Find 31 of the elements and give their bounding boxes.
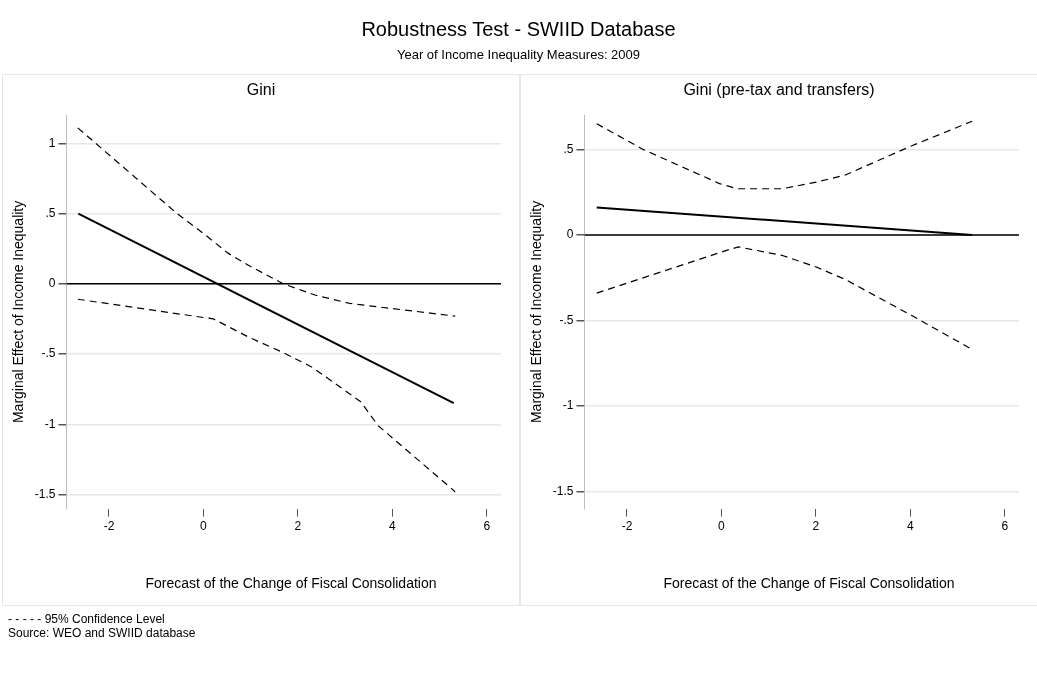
text: Robustness Test - SWIID Database xyxy=(360,18,677,41)
x-tick-label: 0 xyxy=(200,519,208,534)
y-tick-label: 0 xyxy=(566,227,574,242)
x-tick-label: -2 xyxy=(621,519,633,534)
chart-title: Gini (pre-tax and transfers) xyxy=(682,81,876,99)
x-tick-label: 2 xyxy=(294,519,302,534)
x-axis-title: Forecast of the Change of Fiscal Consolidation xyxy=(144,575,438,591)
x-tick-label: 4 xyxy=(907,519,915,534)
x-tick-label: 2 xyxy=(812,519,820,534)
x-tick-label: 6 xyxy=(1001,519,1009,534)
x-tick-label: 0 xyxy=(718,519,726,534)
y-tick-label: 1 xyxy=(48,135,56,150)
y-axis-title: Marginal Effect of Income Inequality xyxy=(528,200,545,424)
chart-title: Gini xyxy=(245,81,277,99)
y-tick-label: -1.5 xyxy=(34,486,56,501)
x-tick-label: -2 xyxy=(103,519,115,534)
y-tick-label: -1.5 xyxy=(552,483,574,498)
text: Year of Income Inequality Measures: 2009 xyxy=(395,47,642,62)
y-tick-label: -1 xyxy=(44,416,56,431)
x-axis-title: Forecast of the Change of Fiscal Consolidation xyxy=(662,575,956,591)
y-tick-label: -.5 xyxy=(559,312,574,327)
y-tick-label: .5 xyxy=(563,141,574,156)
y-tick-label: -.5 xyxy=(41,346,56,361)
y-axis-title: Marginal Effect of Income Inequality xyxy=(10,200,27,424)
x-tick-label: 6 xyxy=(483,519,491,534)
text: - - - - - 95% Confidence Level xyxy=(8,612,166,626)
source-note: Source: WEO and SWIID database xyxy=(8,626,196,640)
y-tick-label: -1 xyxy=(562,398,574,413)
y-tick-label: .5 xyxy=(45,205,56,220)
x-tick-label: 4 xyxy=(389,519,397,534)
y-tick-label: 0 xyxy=(48,276,56,291)
